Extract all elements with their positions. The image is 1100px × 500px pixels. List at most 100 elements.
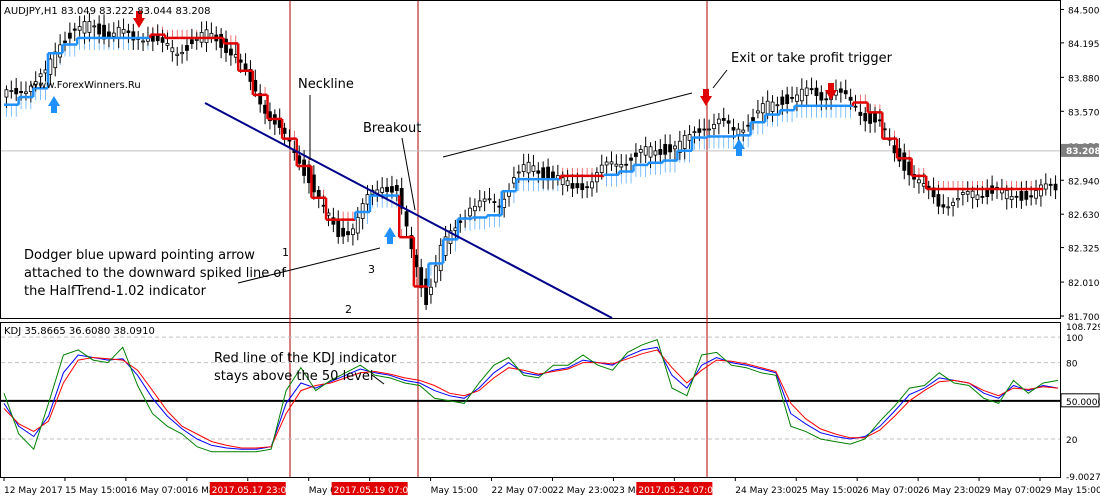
candle-body <box>1039 184 1043 197</box>
candle-body <box>385 186 389 192</box>
candle-body <box>4 89 9 98</box>
candle-body <box>658 149 663 155</box>
candle-body <box>238 59 243 63</box>
candle-body <box>453 227 458 231</box>
candle-body <box>43 69 48 74</box>
candle-body <box>809 88 814 91</box>
candle-body <box>907 161 912 176</box>
candle-body <box>892 145 897 154</box>
candle-body <box>468 207 472 217</box>
candle-body <box>380 187 385 193</box>
candle-body <box>160 37 165 43</box>
time-label: 16 May 07:00 <box>126 486 188 496</box>
candle-body <box>185 45 189 51</box>
candle-body <box>560 177 565 186</box>
point-label-1: 1 <box>282 246 289 259</box>
time-highlight-box <box>636 482 713 495</box>
candle-body <box>502 198 507 208</box>
candle-body <box>946 206 951 209</box>
point-label-3: 3 <box>368 263 375 276</box>
candle-body <box>126 30 131 33</box>
candle-body <box>87 21 92 33</box>
up-arrow-blue-3 <box>733 139 745 156</box>
neckline-trendline <box>204 102 613 319</box>
time-label: 26 May 23:00 <box>918 486 980 496</box>
time-label: 2017.05.19 07:00 <box>334 486 415 496</box>
candle-body <box>721 118 726 121</box>
kdj-note-line-1: Red line of the KDJ indicator <box>214 351 397 366</box>
candle-body <box>316 190 321 198</box>
dodger-arrow-pointer <box>237 247 381 284</box>
candle-body <box>712 123 716 130</box>
candle-body <box>1004 189 1009 200</box>
candle-body <box>614 163 619 167</box>
candle-body <box>726 120 731 124</box>
time-label: 22 May 23:00 <box>552 486 614 496</box>
candle-body <box>536 170 541 174</box>
time-label: 25 May 15:00 <box>796 486 858 496</box>
candle-body <box>365 194 370 205</box>
candle-body <box>429 286 433 295</box>
candle-body <box>448 230 453 245</box>
candle-body <box>233 54 238 58</box>
candle-body <box>975 194 980 200</box>
candle-body <box>619 164 624 168</box>
candle-body <box>936 194 941 207</box>
candle-body <box>58 44 63 58</box>
kdj-tick-label: 80 <box>1066 360 1078 370</box>
kdj-tick-label: 20 <box>1066 436 1078 446</box>
breakout-label: Breakout <box>363 121 421 136</box>
candle-body <box>634 152 638 157</box>
candle-body <box>609 161 614 165</box>
candle-body <box>956 198 960 201</box>
candle-body <box>350 228 355 236</box>
time-label: 2017.05.24 07:00 <box>638 486 719 496</box>
candle-body <box>482 198 487 202</box>
candle-body <box>194 39 199 41</box>
candle-body <box>863 113 868 122</box>
candle-body <box>756 110 760 114</box>
candle-body <box>1009 196 1014 201</box>
candle-body <box>48 58 53 75</box>
candle-body <box>804 87 809 96</box>
breakout-pointer <box>401 137 416 211</box>
candle-body <box>19 90 23 94</box>
price-tick-label: 82.010 <box>1068 279 1100 289</box>
candle-body <box>663 143 668 155</box>
candle-body <box>1034 190 1038 199</box>
candle-body <box>951 201 955 206</box>
candle-body <box>980 195 985 198</box>
time-label: May 15:00 <box>431 486 479 496</box>
candle-body <box>848 96 853 101</box>
candle-body <box>175 53 180 56</box>
kdj-line-j <box>3 339 1059 453</box>
candle-body <box>970 190 975 199</box>
candle-body <box>677 140 682 153</box>
candle-body <box>838 88 843 93</box>
candle-body <box>521 164 526 173</box>
candle-body <box>629 157 633 161</box>
candle-body <box>760 103 765 114</box>
candle-body <box>653 150 658 156</box>
time-label: 12 May 2017 <box>4 486 63 496</box>
kdj-50-box <box>1060 393 1100 408</box>
candle-body <box>799 88 804 102</box>
candle-body <box>258 93 263 105</box>
current-price-label: 83.208 <box>1066 147 1100 157</box>
candle-body <box>67 32 72 39</box>
time-label: 15 May 15:00 <box>65 486 127 496</box>
candle-body <box>814 87 819 96</box>
candle-body <box>765 100 770 115</box>
candle-body <box>853 105 858 108</box>
down-arrow-red-1 <box>133 11 145 28</box>
candle-body <box>229 48 233 56</box>
candle-body <box>424 278 428 305</box>
candle-body <box>1029 195 1034 198</box>
candle-body <box>624 163 629 166</box>
candle-body <box>336 220 341 237</box>
up-arrow-blue-2 <box>384 227 396 244</box>
candle-body <box>82 21 87 34</box>
candle-body <box>438 244 443 272</box>
candle-body <box>1024 190 1029 200</box>
candle-body <box>775 104 780 107</box>
